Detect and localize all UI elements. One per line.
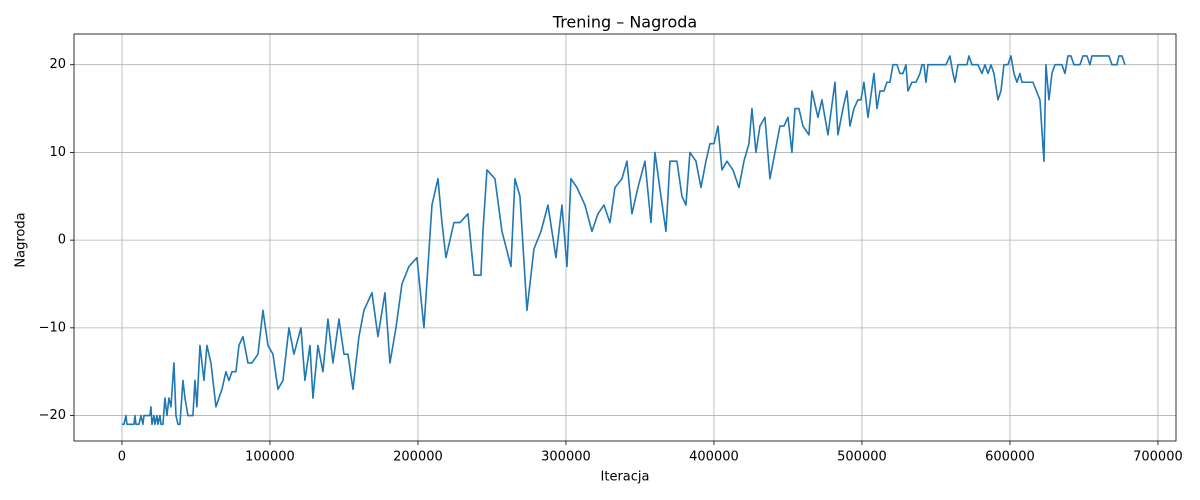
y-tick-label: −20 — [39, 408, 66, 423]
x-tick-label: 600000 — [985, 450, 1035, 465]
x-tick-label: 700000 — [1133, 450, 1183, 465]
x-axis-label: Iteracja — [601, 470, 650, 485]
line-series — [121, 55, 1126, 426]
x-tick-label: 100000 — [245, 450, 295, 465]
x-tick-label: 400000 — [689, 450, 739, 465]
y-tick-label: 10 — [49, 145, 66, 160]
x-tick-label: 500000 — [837, 450, 887, 465]
x-tick-label: 300000 — [541, 450, 591, 465]
x-tick-label: 200000 — [393, 450, 443, 465]
chart-title: Trening – Nagroda — [552, 13, 697, 32]
x-tick-label: 0 — [118, 450, 126, 465]
plot-frame — [73, 33, 1177, 442]
y-tick-label: 0 — [58, 233, 66, 248]
y-tick-label: 20 — [49, 57, 66, 72]
y-axis-label: Nagroda — [14, 212, 29, 267]
y-tick-label: −10 — [39, 320, 66, 335]
